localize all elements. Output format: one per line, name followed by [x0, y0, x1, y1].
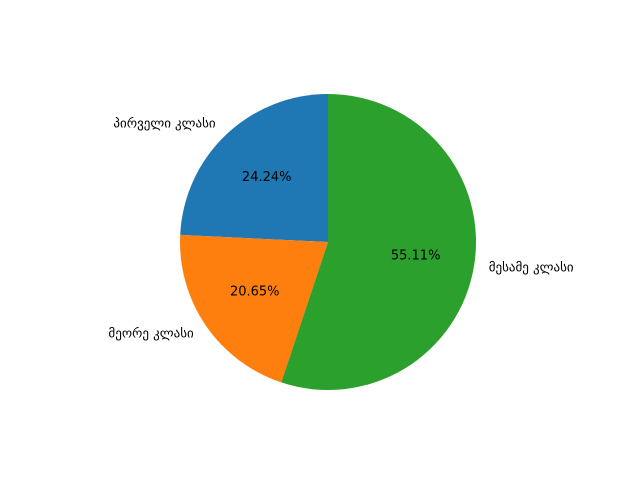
- percent-labels: 24.24% 20.65% 55.11%: [230, 170, 440, 299]
- pie-slice-3: [281, 94, 476, 390]
- category-label-2: მეორე კლასი: [108, 327, 194, 342]
- percent-label-1: 24.24%: [242, 170, 292, 185]
- category-label-1: პირველი კლასი: [113, 117, 216, 132]
- pie-slice-2: [180, 234, 328, 383]
- category-labels: პირველი კლასი მეორე კლასი მესამე კლასი: [108, 117, 573, 342]
- percent-label-2: 20.65%: [230, 285, 280, 300]
- category-label-3: მესამე კლასი: [489, 261, 574, 276]
- pie-slices: [180, 94, 476, 390]
- percent-label-3: 55.11%: [391, 249, 441, 264]
- pie-slice-1: [180, 94, 328, 242]
